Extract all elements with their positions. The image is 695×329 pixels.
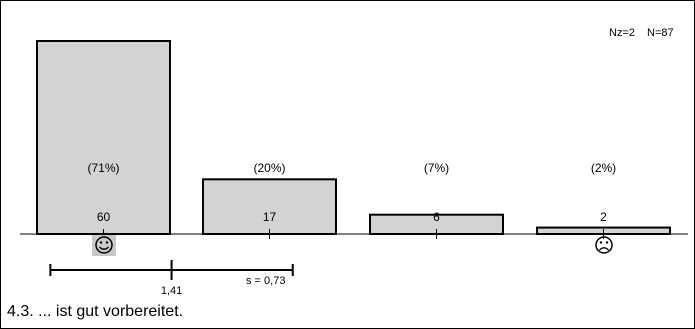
percent-label-1: (71%) bbox=[87, 161, 119, 175]
percent-label-2: (20%) bbox=[253, 161, 285, 175]
frowning-face-icon bbox=[595, 236, 613, 254]
sd-label: s = 0,73 bbox=[246, 275, 285, 287]
bar-2 bbox=[202, 178, 337, 235]
n-count: N=87 bbox=[647, 27, 674, 39]
question-text: 4.3. ... ist gut vorbereitet. bbox=[7, 303, 184, 320]
value-label-2: 17 bbox=[263, 210, 277, 224]
nz-count: Nz=2 bbox=[609, 27, 635, 39]
value-label-4: 2 bbox=[600, 210, 607, 224]
value-label-3: 6 bbox=[433, 210, 440, 224]
bar-1 bbox=[36, 40, 171, 235]
mean-label: 1,41 bbox=[161, 285, 182, 297]
smiley-face-icon bbox=[92, 235, 116, 256]
percent-label-3: (7%) bbox=[424, 161, 449, 175]
mean-sd-indicator bbox=[49, 260, 294, 280]
value-label-1: 60 bbox=[97, 210, 111, 224]
percent-label-4: (2%) bbox=[591, 161, 616, 175]
